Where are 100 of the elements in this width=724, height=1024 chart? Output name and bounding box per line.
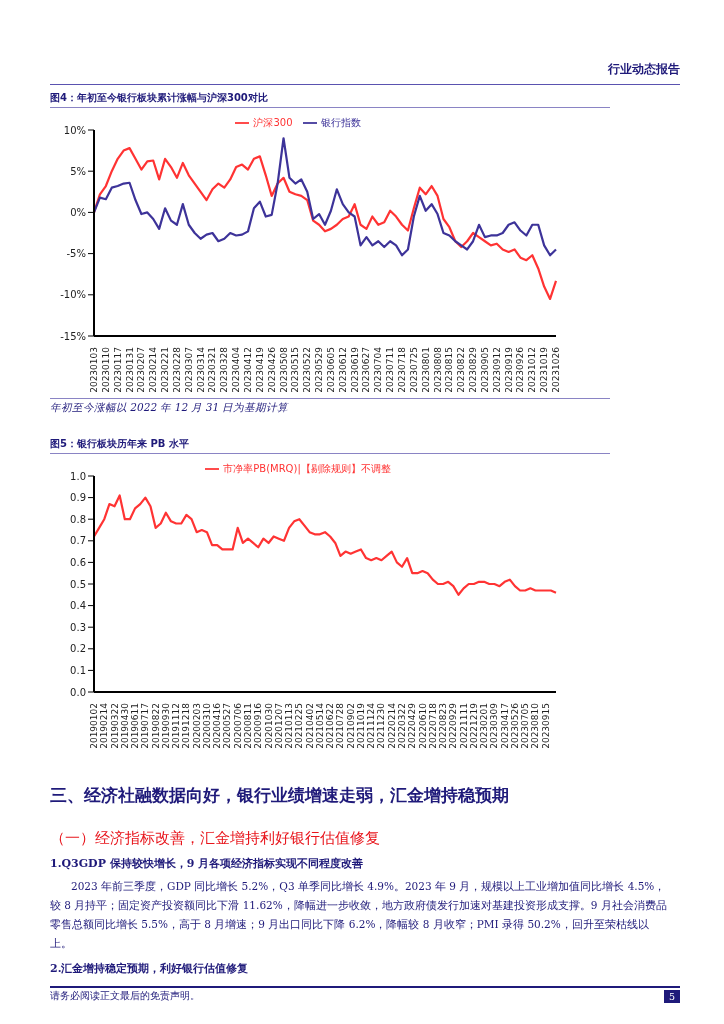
x-tick-label: 20230307 [183, 347, 194, 393]
y-tick-label: 0.2 [70, 643, 86, 655]
chart-title: 图4：年初至今银行板块累计涨幅与沪深300对比 [50, 91, 610, 108]
y-tick-label: 0.1 [70, 664, 86, 676]
text: 请务必阅读正文最后的免责声明。 [50, 990, 200, 1003]
x-tick-label: 20230704 [373, 346, 384, 393]
y-tick-label: 0.6 [70, 556, 86, 568]
y-tick-label: -15% [60, 330, 86, 342]
x-tick-label: 20200310 [201, 702, 212, 749]
x-tick-label: 20230214 [148, 346, 159, 393]
x-tick-label: 20230321 [207, 347, 218, 393]
x-tick-label: 20230228 [171, 346, 182, 393]
x-tick-label: 20230417 [499, 703, 510, 749]
legend-label: 沪深300 [253, 117, 293, 128]
x-tick-label: 20230526 [509, 702, 520, 749]
x-tick-label: 20190930 [160, 702, 171, 749]
x-tick-label: 20230131 [124, 347, 135, 393]
x-tick-label: 20211230 [376, 702, 387, 749]
x-tick-label: 20210402 [304, 703, 315, 749]
x-tick-label: 20200527 [222, 703, 233, 749]
x-tick-label: 20230314 [195, 346, 206, 393]
x-tick-label: 20220823 [438, 703, 449, 749]
x-tick-label: 20190322 [109, 703, 120, 749]
x-tick-label: 20220718 [427, 702, 438, 749]
x-tick-label: 20200706 [232, 702, 243, 749]
text: 行业动态报告 [608, 61, 680, 78]
x-tick-label: 20230221 [160, 347, 171, 393]
x-tick-label: 20220322 [397, 703, 407, 749]
x-tick-label: 20220610 [417, 702, 428, 749]
x-tick-label: 20231019 [539, 346, 550, 393]
x-tick-label: 20230412 [243, 347, 253, 393]
x-tick-label: 20190102 [89, 703, 99, 749]
x-tick-label: 20191112 [171, 703, 182, 749]
y-tick-label: 0.4 [70, 600, 86, 612]
x-tick-label: 20230529 [314, 346, 325, 393]
line-series [92, 147, 558, 301]
y-tick-label: 0.9 [70, 492, 86, 504]
x-tick-label: 20231026 [551, 346, 561, 393]
x-tick-label: 20221219 [468, 702, 479, 749]
text: 2.汇金增持稳定预期，利好银行估值修复 [50, 961, 250, 976]
x-tick-label: 20230110 [100, 346, 111, 393]
x-tick-label: 20230201 [479, 703, 490, 749]
x-tick-label: 20230328 [219, 346, 230, 393]
line-series [92, 137, 558, 257]
text: 三、经济社融数据向好，银行业绩增速走弱，汇金增持稳预期 [50, 784, 510, 807]
y-tick-label: -10% [60, 289, 86, 301]
y-tick-label: 0.0 [70, 686, 86, 698]
x-tick-label: 20230801 [420, 347, 431, 393]
y-tick-label: 0.3 [70, 621, 86, 633]
x-tick-label: 20230915 [540, 703, 551, 749]
y-tick-label: 0.8 [70, 513, 86, 525]
x-tick-label: 20230627 [361, 347, 372, 393]
x-tick-label: 20230912 [491, 347, 502, 393]
x-tick-label: 20220429 [407, 702, 418, 749]
x-tick-label: 20210113 [284, 703, 295, 749]
x-tick-label: 20220214 [386, 702, 397, 749]
x-tick-label: 20230508 [278, 346, 289, 393]
x-tick-label: 20200203 [191, 703, 202, 749]
x-tick-label: 20230419 [254, 346, 265, 393]
x-tick-label: 20190717 [140, 703, 151, 749]
x-tick-label: 20231012 [527, 347, 538, 393]
x-tick-label: 20230905 [479, 347, 490, 393]
x-tick-label: 20230619 [349, 346, 360, 393]
x-tick-label: 20230829 [468, 346, 479, 393]
x-tick-label: 20230515 [290, 347, 301, 393]
text: 2023 年前三季度，GDP 同比增长 5.2%，Q3 单季同比增长 4.9%。2023 年 9 月，规模以上工业增加值同比增长 4.5%，较 8 月持平；固定资产投资额同比下滑 11.62%，降幅进一步收敛，地方政府债发行加速对基建投资形成支撑。9 月社会消费品零售总额同比增长 5.5%，高于 8 月增速；9 月出口同比下降 6.2%，降幅较 8 月收窄；PMI 录得 50.2%，回升至荣枯线以上。 [50, 879, 668, 951]
x-tick-label: 20201030 [263, 702, 274, 749]
y-tick-label: 0.5 [70, 578, 86, 590]
y-tick-label: 0.7 [70, 535, 86, 547]
x-tick-label: 20230117 [112, 347, 123, 393]
x-tick-label: 20230605 [325, 347, 336, 393]
text: 5 [663, 990, 680, 1003]
legend-label: 市净率PB(MRQ)|【剔除规则】不调整 [223, 463, 391, 474]
y-tick-label: 0% [70, 206, 86, 218]
line-series [92, 494, 558, 596]
x-tick-label: 20221111 [458, 703, 469, 749]
x-tick-label: 20210622 [325, 703, 336, 749]
x-tick-label: 20210728 [335, 702, 346, 749]
text: （一）经济指标改善，汇金增持利好银行估值修复 [50, 829, 381, 848]
x-tick-label: 20230725 [408, 347, 419, 393]
x-tick-label: 20230919 [503, 346, 514, 393]
x-tick-label: 20210225 [294, 703, 305, 749]
y-tick-label: 1.0 [70, 470, 86, 482]
chart-title: 图5：银行板块历年来 PB 水平 [50, 437, 610, 454]
x-tick-label: 20200916 [253, 702, 264, 749]
x-tick-label: 20230815 [444, 347, 455, 393]
x-tick-label: 20191218 [181, 702, 192, 749]
x-tick-label: 20230711 [385, 347, 396, 393]
x-tick-label: 20190430 [119, 702, 130, 749]
x-tick-label: 20230705 [520, 703, 531, 749]
x-tick-label: 20230103 [89, 347, 99, 393]
y-tick-label: -5% [66, 248, 86, 260]
x-tick-label: 20230207 [136, 347, 147, 393]
x-tick-label: 20230808 [432, 346, 443, 393]
x-tick-label: 20190822 [150, 703, 161, 749]
text: 1.Q3GDP 保持较快增长，9 月各项经济指标实现不同程度改善 [50, 856, 365, 871]
y-tick-label: 10% [63, 124, 86, 136]
x-tick-label: 20230309 [489, 702, 500, 749]
x-tick-label: 20230426 [266, 346, 277, 393]
y-tick-label: 5% [70, 165, 86, 177]
